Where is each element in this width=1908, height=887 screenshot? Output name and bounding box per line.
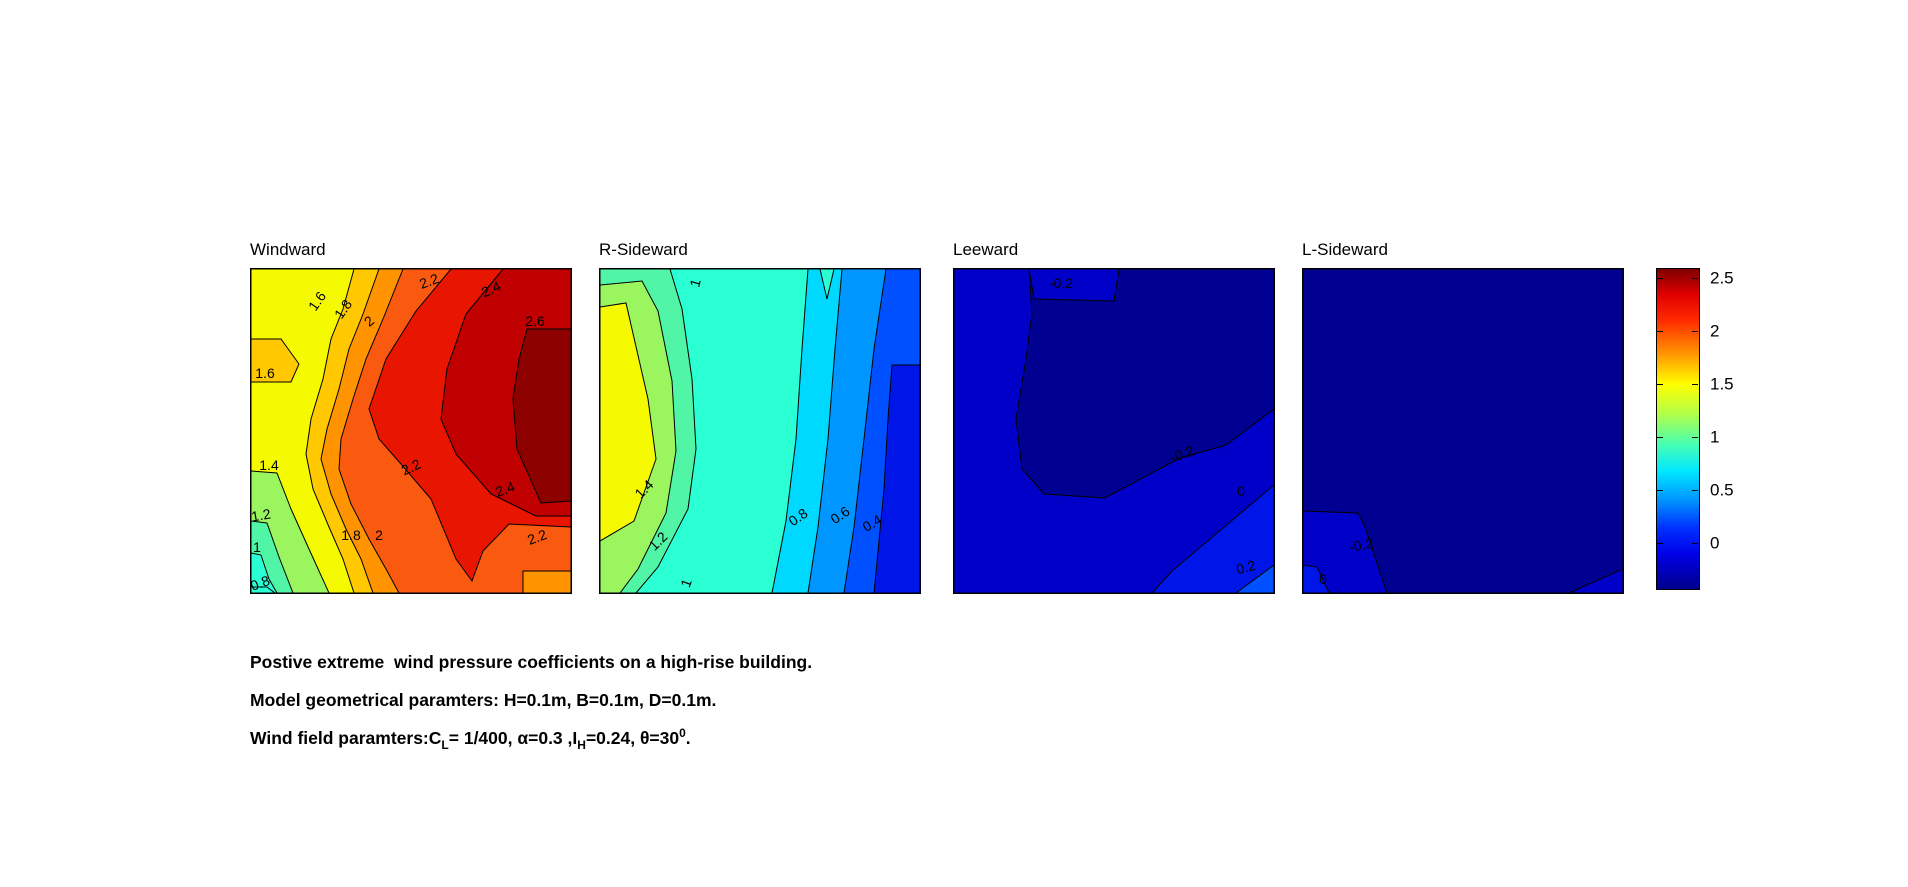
- leeward-contour-plot: [954, 269, 1274, 593]
- band--0.2-0-bottom-left: [1303, 510, 1388, 593]
- colorbar: [1656, 268, 1700, 590]
- caption3-sub-H: H: [577, 738, 586, 752]
- caption3-text: θ=30: [639, 728, 680, 748]
- colorbar-tick-label: 1.5: [1710, 374, 1734, 394]
- r-sideward-contour-plot: [600, 269, 920, 593]
- contour-0.8-stub: [251, 586, 276, 593]
- contour-panel-leeward: -0.2 -0.2 0 0.2: [953, 268, 1275, 594]
- band-0-0.2-corner: [1303, 564, 1330, 593]
- band-corner-1.8-2.0: [522, 570, 571, 593]
- band-0.8-notch: [819, 269, 835, 300]
- band-1.6-tongue: [251, 338, 300, 383]
- colorbar-tick-mark: [1657, 490, 1663, 491]
- band-1.4-1.6: [600, 302, 657, 542]
- colorbar-tick-label: 2: [1710, 321, 1720, 341]
- colorbar-tick-mark: [1657, 384, 1663, 385]
- colorbar-tick-mark: [1692, 384, 1698, 385]
- caption3-sub-L: L: [441, 738, 449, 752]
- colorbar-tick-mark: [1657, 543, 1663, 544]
- contour-panel-windward: 1.6 1.6 1.8 2 2.2 2.4 2.6 1.4 2.2 2.4 1.2 1.8 2 1 2.2 0…: [248, 268, 572, 594]
- caption3-text: =0.24,: [585, 728, 640, 748]
- colorbar-tick-mark: [1692, 437, 1698, 438]
- band-0-0.2: [1151, 484, 1274, 593]
- l-sideward-contour-plot: [1303, 269, 1623, 593]
- caption-line-2: Model geometrical paramters: H=0.1m, B=0…: [250, 690, 717, 710]
- windward-contour-plot: [251, 269, 571, 593]
- colorbar-tick-mark: [1692, 331, 1698, 332]
- band-0.2-0.4: [1235, 564, 1274, 593]
- caption-line-3: Wind field paramters:CL= 1/400, α=0.3 ,I…: [250, 726, 691, 752]
- band--0.2-0-bottom-right: [1568, 568, 1623, 593]
- caption3-text: .: [685, 728, 691, 748]
- colorbar-tick-mark: [1692, 543, 1698, 544]
- colorbar-tick-label: 0.5: [1710, 480, 1734, 500]
- colorbar-tick-label: 0: [1710, 533, 1720, 553]
- contour-panel-r-sideward: 1 1.4 1.2 1 0.8 0.6 0.4: [599, 268, 921, 594]
- caption3-text: Wind field paramters:C: [250, 728, 442, 748]
- panel-title-l-sideward: L-Sideward: [1302, 240, 1388, 259]
- caption3-text: α=0.3 ,I: [517, 728, 578, 748]
- colorbar-tick-mark: [1692, 278, 1698, 279]
- panel-title-leeward: Leeward: [953, 240, 1019, 259]
- colorbar-tick-label: 2.5: [1710, 268, 1734, 288]
- colorbar-tick-mark: [1657, 437, 1663, 438]
- colorbar-tick-mark: [1657, 331, 1663, 332]
- contour-panel-l-sideward: -0.2 0: [1302, 268, 1624, 594]
- band-below--0.2: [1015, 269, 1274, 499]
- caption3-sup-0: 0: [679, 726, 686, 740]
- colorbar-tick-label: 1: [1710, 427, 1720, 447]
- colorbar-tick-mark: [1657, 278, 1663, 279]
- band-above-2.6: [512, 328, 571, 504]
- band-0.8-1.0: [251, 552, 278, 593]
- caption3-text: = 1/400,: [448, 728, 518, 748]
- colorbar-tick-mark: [1692, 490, 1698, 491]
- panel-title-r-sideward: R-Sideward: [599, 240, 688, 259]
- band-0.0-0.2: [873, 364, 920, 593]
- caption-line-1: Postive extreme wind pressure coefficien…: [250, 652, 813, 672]
- panel-title-windward: Windward: [250, 240, 326, 259]
